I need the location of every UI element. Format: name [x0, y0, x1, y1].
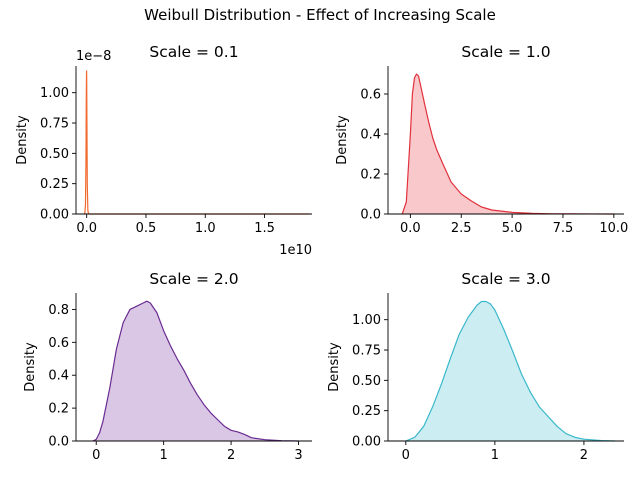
y-tick-label: 0.0 [360, 208, 381, 223]
x-tick-label: 1 [160, 448, 168, 463]
y-tick-label: 0.6 [360, 88, 381, 103]
subplot-4: 0 1 2 0.00 0.25 0.50 0.75 1.00 Scale = 3.0 Densit… [327, 270, 624, 463]
subplot-title: Scale = 2.0 [149, 270, 238, 288]
y-tick-label: 0.00 [40, 208, 69, 223]
y-tick-label: 0.4 [360, 128, 381, 143]
y-tick-label: 0.50 [352, 374, 381, 389]
y-tick-label: 0.75 [352, 344, 381, 359]
y-tick-label: 1.00 [40, 86, 69, 101]
y-tick-label: 0.6 [48, 336, 69, 351]
y-axis-label: Density [23, 342, 38, 392]
x-tick-label: 0.5 [136, 221, 157, 236]
y-axis-label: Density [327, 342, 342, 392]
y-tick-label: 0.2 [48, 402, 69, 417]
x-tick-label: 1 [491, 448, 499, 463]
y-tick-label: 0.75 [40, 117, 69, 132]
y-tick-label: 0.8 [48, 303, 69, 318]
y-tick-label: 0.00 [352, 435, 381, 450]
x-tick-label: 3 [294, 448, 302, 463]
x-tick-label: 2 [227, 448, 235, 463]
subplot-title: Scale = 3.0 [461, 270, 550, 288]
x-tick-label: 2.5 [451, 221, 472, 236]
x-tick-label: 0 [92, 448, 100, 463]
y-tick-label: 0.50 [40, 147, 69, 162]
x-tick-label: 2 [580, 448, 588, 463]
x-tick-label: 0.0 [400, 221, 421, 236]
y-axis-label: Density [335, 115, 350, 165]
density-curve [83, 70, 310, 215]
y-tick-label: 0.0 [48, 435, 69, 450]
x-tick-label: 0.0 [76, 221, 97, 236]
y-axis-label: Density [15, 115, 30, 165]
x-offset-label: 1e10 [279, 243, 312, 258]
density-curve [401, 73, 614, 215]
density-area-fill [402, 74, 614, 214]
density-curve [405, 300, 616, 442]
subplot-3: 0 1 2 3 0.0 0.2 0.4 0.6 0.8 Scale = 2.0 Density [23, 270, 312, 463]
y-tick-label: 0.25 [40, 177, 69, 192]
x-tick-label: 1.0 [195, 221, 216, 236]
subplot-2: 0.0 2.5 5.0 7.5 10.0 0.0 0.2 0.4 0.6 Scale = 1.0 D… [335, 43, 628, 236]
x-tick-label: 1.5 [254, 221, 275, 236]
y-offset-label: 1e−8 [76, 49, 111, 64]
y-tick-label: 0.4 [48, 369, 69, 384]
y-tick-label: 0.2 [360, 168, 381, 183]
x-tick-label: 5.0 [502, 221, 523, 236]
y-tick-label: 1.00 [352, 313, 381, 328]
subplot-title: Scale = 0.1 [149, 43, 238, 61]
x-tick-label: 10.0 [599, 221, 628, 236]
x-tick-label: 0 [402, 448, 410, 463]
x-tick-label: 7.5 [553, 221, 574, 236]
density-curve [92, 300, 299, 442]
subplot-title: Scale = 1.0 [461, 43, 550, 61]
y-tick-label: 0.25 [352, 404, 381, 419]
figure-suptitle: Weibull Distribution - Effect of Increas… [144, 6, 496, 24]
density-area-fill [405, 301, 616, 441]
density-area-fill [92, 301, 299, 441]
subplot-1: 0.0 0.5 1.0 1.5 0.00 0.25 0.50 0.75 1.00 Scale = … [15, 43, 312, 258]
